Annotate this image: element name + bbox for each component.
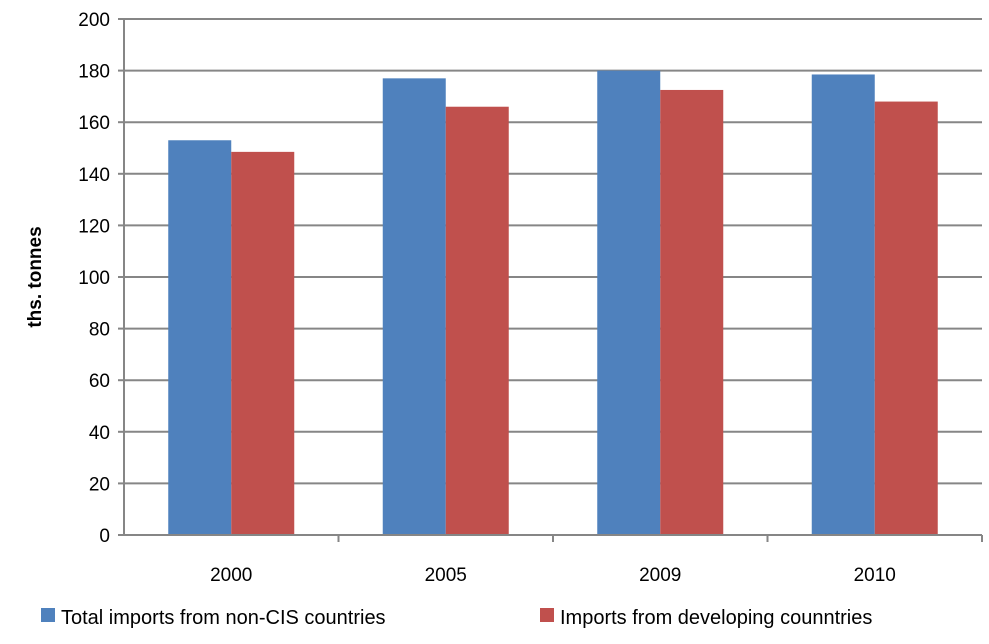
legend-swatch xyxy=(540,608,554,622)
legend-label: Total imports from non-CIS countries xyxy=(61,607,386,629)
legend-item: Imports from developing counntries xyxy=(540,607,872,629)
y-tick-label: 80 xyxy=(89,320,110,341)
bar-total-imports-2009 xyxy=(597,70,661,535)
bar-total-imports-2010 xyxy=(811,74,875,535)
bar-developing-imports-2009 xyxy=(660,89,724,535)
y-tick-label: 40 xyxy=(89,423,110,444)
bars xyxy=(168,70,938,535)
y-tick-label: 140 xyxy=(78,165,110,186)
axes xyxy=(118,18,983,542)
legend: Total imports from non-CIS countries Impo… xyxy=(41,607,872,629)
legend-label: Imports from developing counntries xyxy=(560,607,872,629)
y-tick-label: 160 xyxy=(78,113,110,134)
y-tick-label: 20 xyxy=(89,474,110,495)
y-tick-label: 100 xyxy=(78,268,110,289)
x-tick-label: 2010 xyxy=(854,565,896,586)
y-tick-labels: 0 20 40 60 80 100 120 140 160 180 200 xyxy=(78,10,110,547)
legend-item: Total imports from non-CIS countries xyxy=(41,607,386,629)
y-tick-label: 0 xyxy=(99,526,110,547)
bar-total-imports-2005 xyxy=(382,78,446,535)
x-tick-label: 2009 xyxy=(639,565,681,586)
y-tick-label: 60 xyxy=(89,371,110,392)
y-axis-title: ths. tonnes xyxy=(25,226,46,327)
y-tick-label: 200 xyxy=(78,10,110,31)
bar-developing-imports-2005 xyxy=(445,106,509,535)
x-tick-label: 2005 xyxy=(425,565,467,586)
x-tick-label: 2000 xyxy=(210,565,252,586)
y-tick-label: 180 xyxy=(78,62,110,83)
bar-developing-imports-2010 xyxy=(874,101,938,535)
bar-developing-imports-2000 xyxy=(231,151,295,535)
y-tick-label: 120 xyxy=(78,216,110,237)
x-tick-labels: 2000 2005 2009 2010 xyxy=(210,565,896,586)
legend-swatch xyxy=(41,608,55,622)
bar-total-imports-2000 xyxy=(168,140,232,535)
